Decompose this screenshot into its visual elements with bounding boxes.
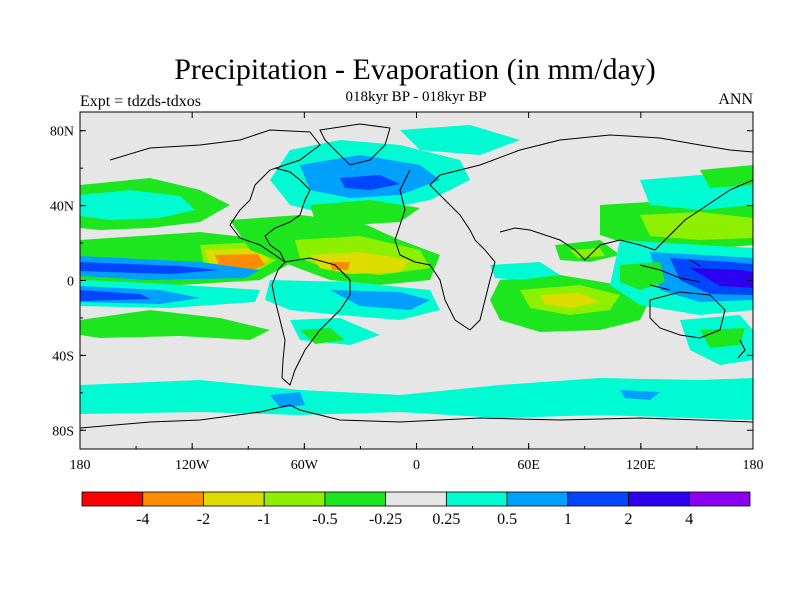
x-tick-label: 180	[70, 458, 91, 473]
coast-europe-africa	[394, 164, 496, 331]
colorbar-swatch	[142, 491, 204, 507]
colorbar-swatch	[567, 491, 629, 507]
colorbar-swatch	[81, 491, 144, 507]
colorbar-swatch	[506, 491, 569, 507]
field-cell	[80, 310, 270, 340]
colorbar-label: -0.5	[312, 511, 337, 528]
y-tick-label: 40S	[52, 349, 74, 364]
colorbar-label: -1	[258, 511, 271, 528]
x-tick-label: 180	[743, 458, 764, 473]
y-tick-label: 40N	[50, 200, 74, 215]
field-cell	[620, 262, 665, 290]
colorbar-swatch	[385, 491, 447, 507]
colorbar-label: -0.25	[369, 511, 402, 528]
x-tick-label: 60W	[291, 458, 319, 473]
y-tick-label: 80S	[52, 424, 74, 439]
y-tick-label: 0	[67, 275, 74, 290]
coast-nz	[737, 339, 746, 359]
field-cell	[640, 212, 753, 240]
colorbar-swatch	[688, 491, 751, 507]
field-cell	[330, 290, 430, 310]
field-cell	[620, 390, 660, 400]
colorbar-label: -2	[197, 511, 210, 528]
colorbar-label: -4	[136, 511, 149, 528]
coast-south-america	[271, 257, 351, 386]
field-cell	[270, 392, 305, 408]
axes: 180 120W 60W 0 60E 120E 180 80N 40N 0 40S 80S	[50, 112, 764, 473]
coast-antarctica	[80, 404, 753, 429]
colorbar-swatch	[263, 491, 326, 507]
x-tick-label: 60E	[517, 458, 540, 473]
field-cell	[570, 248, 605, 258]
field-cell	[540, 293, 600, 308]
colorbar-swatch	[203, 491, 265, 507]
coast-greenland	[319, 123, 391, 166]
field-cell	[330, 262, 350, 270]
colorbar-label: 2	[625, 511, 633, 528]
colorbar-label: 1	[564, 511, 572, 528]
field-cell	[340, 175, 400, 190]
chart-title: Precipitation - Evaporation (in mm/day)	[174, 53, 656, 86]
field-cell	[80, 262, 220, 274]
experiment-label: Expt = tdzds-tdxos	[80, 93, 202, 110]
chart-subtitle: 018kyr BP - 018kyr BP	[345, 89, 487, 105]
x-tick-label: 0	[413, 458, 420, 473]
colorbar-swatch	[628, 491, 690, 507]
colorbar: -4 -2 -1 -0.5 -0.25 0.25 0.5 1 2 4	[81, 491, 751, 528]
season-label: ANN	[718, 91, 753, 108]
map-plot	[80, 112, 753, 449]
colorbar-label: 0.25	[432, 511, 460, 528]
coast-australia	[649, 291, 726, 339]
colorbar-swatch	[445, 491, 508, 507]
x-tick-label: 120W	[175, 458, 210, 473]
field-cell	[400, 125, 520, 155]
x-tick-label: 120E	[626, 458, 656, 473]
field-cell	[80, 290, 150, 301]
coast-north-america	[109, 129, 321, 263]
colorbar-label: 4	[685, 511, 693, 528]
field-cell	[700, 165, 753, 188]
coastlines	[80, 123, 753, 429]
field-cell	[80, 378, 753, 420]
field-cell	[300, 328, 345, 344]
coast-indonesia	[639, 259, 701, 291]
pme-field	[80, 125, 753, 420]
field-cell	[690, 268, 753, 288]
y-tick-label: 80N	[50, 125, 74, 140]
field-cell	[80, 190, 195, 220]
colorbar-swatch	[324, 491, 387, 507]
colorbar-label: 0.5	[497, 511, 517, 528]
field-cell	[490, 262, 560, 280]
field-cell	[310, 200, 420, 225]
coast-asia	[479, 134, 753, 261]
